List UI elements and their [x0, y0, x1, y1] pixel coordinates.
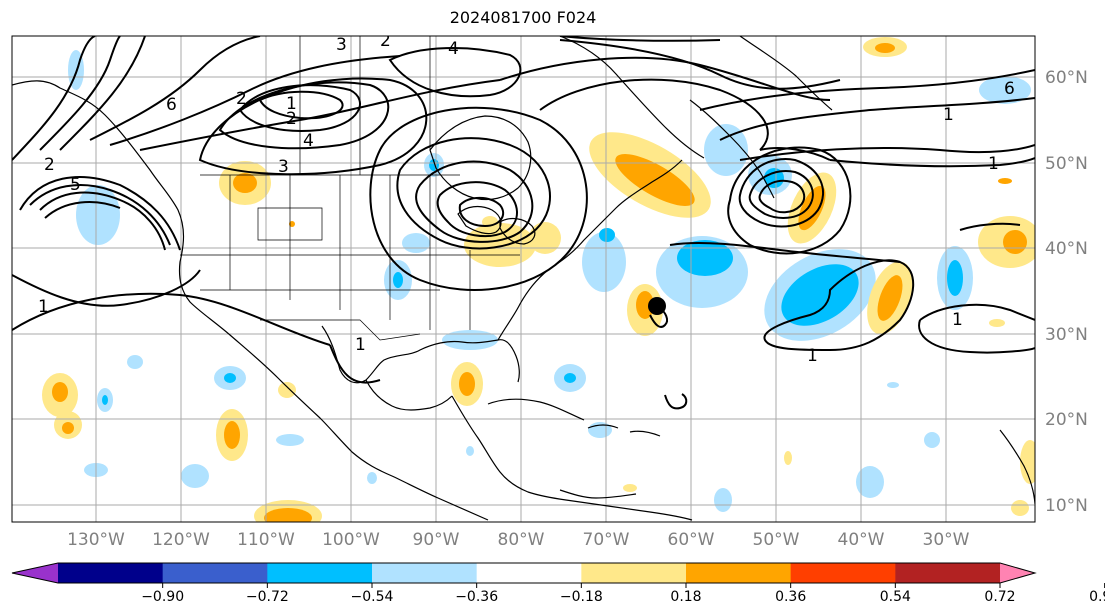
political-borders [180, 36, 520, 341]
contour-lines [12, 36, 1035, 410]
contour-label: 6 [166, 95, 177, 115]
contour-label: 1 [943, 105, 954, 125]
colorbar-tick-label: 0.36 [775, 589, 806, 605]
lon-label: 80°W [498, 530, 545, 550]
lon-label: 30°W [923, 530, 970, 550]
colorbar-outline [11, 562, 1037, 584]
map-title: 2024081700 F024 [449, 8, 597, 27]
lat-label: 10°N [1045, 496, 1088, 516]
graticule [12, 36, 1035, 522]
coastlines [12, 36, 1035, 521]
colorbar-cell [372, 563, 478, 583]
colorbar-tick-label: −0.54 [351, 589, 394, 605]
lon-label: 90°W [413, 530, 460, 550]
lon-label: 40°W [838, 530, 885, 550]
contour-label: 6 [1004, 79, 1015, 99]
colorbar-tick-label: −0.36 [455, 589, 498, 605]
contour-label: 2 [286, 109, 297, 129]
contour-label-group: 1 1 1 1 1 1 1 2 2 2 2 3 3 4 4 5 6 6 [38, 31, 1015, 366]
colorbar-cell [476, 563, 582, 583]
contour-label: 2 [380, 31, 391, 51]
contour-label: 5 [70, 175, 81, 195]
colorbar-tick-label: −0.18 [560, 589, 603, 605]
contour-label: 3 [278, 157, 289, 177]
colorbar: −0.90 −0.72 −0.54 −0.36 −0.18 0.18 0.36 0.54 0.7… [11, 562, 1105, 605]
lon-label: 50°W [753, 530, 800, 550]
lat-label: 50°N [1045, 154, 1088, 174]
map-frame [11, 35, 1036, 523]
lat-label: 30°N [1045, 325, 1088, 345]
latitude-axis: 60°N 50°N 40°N 30°N 20°N 10°N [1045, 68, 1088, 516]
lat-label: 20°N [1045, 410, 1088, 430]
longitude-axis: 130°W 120°W 110°W 100°W 90°W 80°W 70°W 6… [67, 530, 970, 550]
contour-label: 1 [988, 154, 999, 174]
colorbar-cell [267, 563, 373, 583]
storm-position-marker [648, 297, 666, 315]
colorbar-cell [581, 563, 687, 583]
colorbar-cell [686, 563, 792, 583]
colorbar-extend-max [1000, 563, 1035, 583]
lon-label: 60°W [668, 530, 715, 550]
lon-label: 120°W [152, 530, 210, 550]
lon-label: 130°W [67, 530, 125, 550]
contour-label: 1 [286, 94, 297, 114]
lat-label: 60°N [1045, 68, 1088, 88]
contour-label: 1 [807, 346, 818, 366]
colorbar-cell [58, 563, 164, 583]
colorbar-cell [790, 563, 896, 583]
contour-label: 1 [38, 297, 49, 317]
colorbar-extend-min [12, 563, 58, 583]
lat-label: 40°N [1045, 239, 1088, 259]
lon-label: 110°W [237, 530, 295, 550]
colorbar-tick-label: −0.72 [246, 589, 289, 605]
lon-label: 100°W [322, 530, 380, 550]
colorbar-cell [895, 563, 1001, 583]
colorbar-tick-label: 0.18 [670, 589, 701, 605]
contour-label: 4 [303, 131, 314, 151]
colorbar-tick-label: 0.54 [880, 589, 911, 605]
contour-label: 3 [336, 35, 347, 55]
contour-label: 2 [44, 155, 55, 175]
lon-label: 70°W [583, 530, 630, 550]
contour-label: 1 [355, 335, 366, 355]
contour-label: 2 [236, 89, 247, 109]
colorbar-tick-label: 0.72 [984, 589, 1015, 605]
colorbar-cell [162, 563, 268, 583]
colorbar-tick-label: −0.90 [141, 589, 184, 605]
contour-label: 4 [448, 39, 459, 59]
contour-label: 1 [952, 310, 963, 330]
colorbar-tick-label: 0.90 [1089, 589, 1105, 605]
